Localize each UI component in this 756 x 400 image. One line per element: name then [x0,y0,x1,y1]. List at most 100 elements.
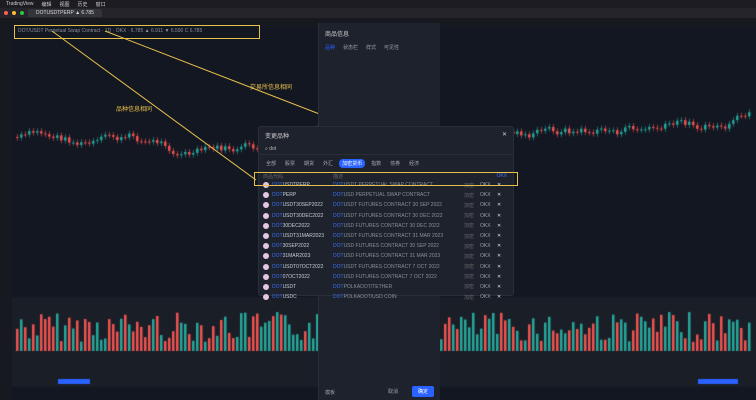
close-icon[interactable]: ✕ [501,132,507,138]
exchange: OKX [480,222,491,229]
symbol-description: DOTPOLKADOT/USD COIN [333,294,397,301]
symbol-code: DOT30SEP2022 [272,243,310,250]
exchange-x-icon: ✕ [497,253,502,260]
exchange-x-icon: ✕ [497,273,502,280]
menu-item[interactable]: 视图 [59,1,70,8]
symbol-type: 加密 [464,274,475,281]
chart-tab[interactable]: DOTUSDTPERP ▲ 6.785 [28,9,102,17]
symbol-description: DOTUSD FUTURES CONTRACT 30 SEP 2022 [333,243,439,250]
symbol-type: 加密 [464,253,475,260]
filter-chip[interactable]: 债券 [390,161,401,167]
settings-tab[interactable]: 样式 [366,45,377,51]
search-input[interactable]: ⌕ dot [259,144,513,155]
col-exchange[interactable]: OKX [496,173,507,179]
symbol-row[interactable]: DOT30SEP2022 DOTUSD FUTURES CONTRACT 30 S… [259,241,513,251]
exchange-x-icon: ✕ [497,202,502,209]
symbol-code: DOTUSDC [272,294,297,301]
maximize-window-button[interactable] [20,11,24,15]
col-description: 描述 [333,173,344,180]
exchange: OKX [480,212,491,219]
arrow-symbol [51,30,257,181]
symbol-row[interactable]: DOT30DEC2022 DOTUSD FUTURES CONTRACT 30 D… [259,221,513,231]
symbol-description: DOTPOLKADOT/TETHER [333,283,393,290]
symbol-type: 加密 [464,213,475,220]
menu-item[interactable]: 窗口 [95,1,106,8]
symbol-row[interactable]: DOTUSDT DOTPOLKADOT/TETHER 加密 OKX ✕ [259,282,513,292]
symbol-description: DOTUSD PERPETUAL SWAP CONTRACT [333,192,431,199]
legend-text: DOT/USDT Perpetual Swap Contract · 1D · … [18,28,203,34]
symbol-code: DOTUSDT31MAR2023 [272,233,324,240]
symbol-description: DOTUSD FUTURES CONTRACT 7 OCT 2022 [333,273,437,280]
symbol-code: DOTUSDT30DEC2022 [272,212,324,219]
filter-chip[interactable]: 外汇 [323,161,334,167]
settings-tab[interactable]: 品种 [325,45,336,51]
symbol-description: DOTUSDT FUTURES CONTRACT 30 DEC 2022 [333,212,443,219]
symbol-code: DOT30DEC2022 [272,222,310,229]
symbol-description: DOTUSDT FUTURES CONTRACT 30 SEP 2022 [333,202,442,209]
template-button[interactable]: 模板 [325,390,336,396]
minimize-window-button[interactable] [12,11,16,15]
settings-tab[interactable]: 状态栏 [343,45,359,51]
symbol-row[interactable]: DOTUSDT30SEP2022 DOTUSDT FUTURES CONTRACT… [259,200,513,210]
coin-icon [263,273,269,280]
symbol-search-dialog: 变更品种 ✕ ⌕ dot 全部 股票 期货 外汇 加密货币 指数 债券 经济 商品代码 描述 OK… [258,126,514,301]
exchange: OKX [480,263,491,270]
symbol-row[interactable]: DOT07OCT2022 DOTUSD FUTURES CONTRACT 7 OC… [259,272,513,282]
symbol-description: DOTUSDT FUTURES CONTRACT 31 MAR 2023 [333,233,444,240]
symbol-type: 加密 [464,192,475,199]
exchange-x-icon: ✕ [497,212,502,219]
filter-chip[interactable]: 经济 [409,161,420,167]
settings-tab[interactable]: 可见性 [384,45,400,51]
highlight-box [254,172,518,186]
symbol-row[interactable]: DOTUSDT07OCT2022 DOTUSDT FUTURES CONTRACT… [259,262,513,272]
menu-item[interactable]: TradingView [6,1,34,7]
menu-item[interactable]: 编辑 [41,1,52,8]
cancel-button[interactable]: 取消 [387,389,398,395]
filter-chip[interactable]: 加密货币 [339,159,366,168]
exchange: OKX [480,243,491,250]
ok-button[interactable]: 确定 [411,386,434,397]
menu-bar: TradingView 编辑 视图 历史 窗口 [0,0,756,8]
coin-icon [263,212,269,219]
menu-item[interactable]: 历史 [77,1,88,8]
search-query[interactable]: dot [269,146,277,152]
filter-chip[interactable]: 股票 [285,161,296,167]
symbol-code: DOT07OCT2022 [272,273,310,280]
coin-icon [263,233,269,240]
symbol-type: 加密 [464,243,475,250]
note-symbol-same: 品种信息相同 [116,107,153,113]
symbol-description: DOTUSD FUTURES CONTRACT 30 DEC 2022 [333,222,440,229]
symbol-row[interactable]: DOTUSDT30DEC2022 DOTUSDT FUTURES CONTRACT… [259,211,513,221]
symbol-row[interactable]: DOTUSDT31MAR2023 DOTUSDT FUTURES CONTRACT… [259,231,513,241]
symbol-type: 加密 [464,233,475,240]
coin-icon [263,294,269,301]
symbol-type: 加密 [464,202,475,209]
symbol-row[interactable]: DOTUSDC DOTPOLKADOT/USD COIN 加密 OKX ✕ [259,292,513,302]
symbol-type: 加密 [464,264,475,271]
exchange: OKX [480,192,491,199]
settings-title: 商品信息 [325,32,350,38]
exchange: OKX [480,283,491,290]
coin-icon [263,253,269,260]
symbol-code: DOTUSDT07OCT2022 [272,263,324,270]
symbol-code: DOTUSDT30SEP2022 [272,202,323,209]
symbol-row[interactable]: DOTPERP DOTUSD PERPETUAL SWAP CONTRACT 加密 O… [259,190,513,200]
symbol-type: 加密 [464,284,475,291]
symbol-type: 加密 [464,294,475,301]
close-window-button[interactable] [4,11,8,15]
filter-chip[interactable]: 指数 [371,161,382,167]
symbol-row[interactable]: DOT31MAR2023 DOTUSD FUTURES CONTRACT 31 M… [259,251,513,261]
exchange: OKX [480,233,491,240]
filter-chip[interactable]: 全部 [266,161,277,167]
symbol-legend: DOT/USDT Perpetual Swap Contract · 1D · … [14,25,260,39]
exchange-x-icon: ✕ [497,263,502,270]
symbol-code: DOTUSDT [272,283,297,290]
coin-icon [263,263,269,270]
exchange: OKX [480,202,491,209]
exchange-x-icon: ✕ [497,233,502,240]
exchange-x-icon: ✕ [497,222,502,229]
symbol-code: DOT31MAR2023 [272,253,311,260]
symbol-code: DOTPERP [272,192,297,199]
exchange-x-icon: ✕ [497,294,502,301]
filter-chip[interactable]: 期货 [304,161,315,167]
